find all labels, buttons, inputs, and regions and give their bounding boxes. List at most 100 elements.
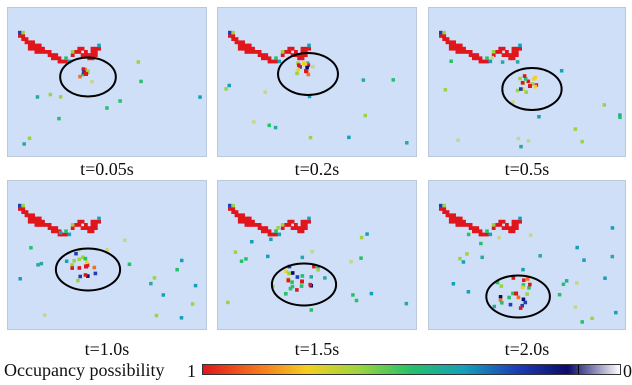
detection-dot bbox=[575, 245, 579, 250]
obstacle-cell bbox=[518, 219, 522, 224]
obstacle-cell bbox=[297, 229, 302, 234]
obstacle-cell bbox=[87, 53, 92, 57]
obstacle-edge-cell bbox=[442, 30, 446, 35]
obstacle-cell bbox=[237, 219, 242, 224]
obstacle-cell bbox=[514, 226, 519, 230]
object-cell bbox=[93, 271, 98, 276]
obstacle-cell bbox=[234, 40, 239, 45]
obstacle-cell bbox=[37, 223, 42, 227]
obstacle-cell bbox=[505, 50, 509, 54]
obstacle-cell bbox=[264, 53, 269, 57]
obstacle-cell bbox=[247, 50, 252, 54]
object-cell bbox=[295, 275, 300, 279]
object-cell bbox=[284, 269, 289, 274]
object-cell bbox=[290, 284, 295, 289]
obstacle-cell bbox=[57, 59, 62, 64]
object-cell bbox=[498, 298, 503, 302]
detection-dot bbox=[466, 232, 471, 237]
obstacle-cell bbox=[300, 229, 305, 234]
obstacle-cell bbox=[51, 56, 55, 61]
detection-dot bbox=[252, 120, 256, 124]
detection-dot bbox=[480, 255, 484, 260]
colorbar-title: Occupancy possibility bbox=[4, 360, 165, 380]
highlight-circle bbox=[54, 247, 122, 292]
object-cell bbox=[498, 295, 503, 299]
detection-dot bbox=[580, 320, 584, 324]
detection-dot bbox=[136, 60, 141, 64]
obstacle-cell bbox=[511, 223, 516, 227]
obstacle-cell bbox=[501, 219, 506, 224]
object-cell bbox=[525, 292, 529, 296]
obstacle-cell bbox=[274, 232, 278, 237]
detection-dot bbox=[149, 281, 153, 286]
object-core-cell bbox=[527, 84, 532, 88]
detection-dot bbox=[239, 259, 244, 264]
object-cell bbox=[72, 258, 76, 263]
obstacle-cell bbox=[511, 56, 516, 61]
obstacle-cell bbox=[77, 223, 82, 227]
obstacle-cell bbox=[442, 37, 447, 41]
obstacle-cell bbox=[297, 56, 302, 61]
obstacle-cell bbox=[481, 59, 486, 64]
object-cell bbox=[296, 61, 300, 65]
detection-dot bbox=[309, 308, 314, 312]
detection-dot bbox=[305, 61, 310, 65]
detection-dot bbox=[226, 300, 230, 305]
colorbar-gradient bbox=[202, 364, 621, 375]
object-cell bbox=[81, 70, 86, 75]
object-cell bbox=[83, 67, 87, 72]
obstacle-cell bbox=[247, 43, 252, 48]
object-cell bbox=[81, 67, 86, 71]
obstacle-cell bbox=[257, 50, 262, 54]
obstacle-cell bbox=[254, 223, 259, 227]
obstacle-cell bbox=[31, 40, 35, 45]
obstacle-cell bbox=[261, 53, 265, 57]
obstacle-cell bbox=[478, 229, 483, 234]
object-cell bbox=[520, 80, 525, 85]
object-cell bbox=[520, 87, 525, 92]
obstacle-cell bbox=[300, 56, 305, 61]
caption-panel-3: t=0.5s bbox=[504, 159, 550, 179]
obstacle-cell bbox=[478, 232, 483, 237]
object-cell bbox=[296, 63, 301, 67]
obstacle-cell bbox=[237, 43, 242, 48]
obstacle-cell bbox=[93, 226, 98, 230]
obstacle-cell bbox=[452, 40, 456, 45]
detection-dot bbox=[35, 95, 40, 99]
detection-dot bbox=[300, 255, 305, 260]
detection-dot bbox=[227, 83, 232, 88]
detection-dot bbox=[139, 79, 143, 84]
detection-dot bbox=[354, 298, 359, 303]
obstacle-cell bbox=[468, 223, 473, 227]
object-cell bbox=[533, 75, 538, 80]
obstacle-cell bbox=[300, 46, 305, 51]
obstacle-cell bbox=[54, 229, 59, 234]
detection-dot bbox=[365, 232, 369, 236]
obstacle-cell bbox=[511, 226, 516, 230]
detection-dot bbox=[105, 106, 109, 110]
object-cell bbox=[524, 90, 529, 94]
highlight-circle bbox=[501, 67, 563, 111]
obstacle-cell bbox=[47, 226, 52, 230]
detection-dot bbox=[526, 139, 531, 143]
object-cell bbox=[306, 63, 311, 68]
obstacle-edge-cell bbox=[488, 59, 493, 64]
obstacle-edge-cell bbox=[70, 50, 75, 54]
obstacle-cell bbox=[290, 219, 295, 224]
obstacle-cell bbox=[465, 50, 470, 54]
detection-dot bbox=[564, 279, 569, 283]
object-cell bbox=[508, 302, 513, 307]
detection-dot bbox=[307, 94, 312, 99]
obstacle-edge-cell bbox=[307, 43, 311, 48]
detection-dot bbox=[443, 88, 448, 92]
obstacle-cell bbox=[491, 53, 496, 57]
detection-dot bbox=[557, 292, 562, 297]
obstacle-cell bbox=[280, 226, 285, 230]
obstacle-cell bbox=[231, 37, 236, 41]
obstacle-cell bbox=[508, 53, 513, 57]
obstacle-cell bbox=[287, 223, 292, 227]
detection-dot bbox=[391, 78, 395, 82]
highlight-circle bbox=[59, 56, 117, 98]
object-cell bbox=[290, 280, 294, 284]
obstacle-edge-cell bbox=[439, 30, 443, 35]
